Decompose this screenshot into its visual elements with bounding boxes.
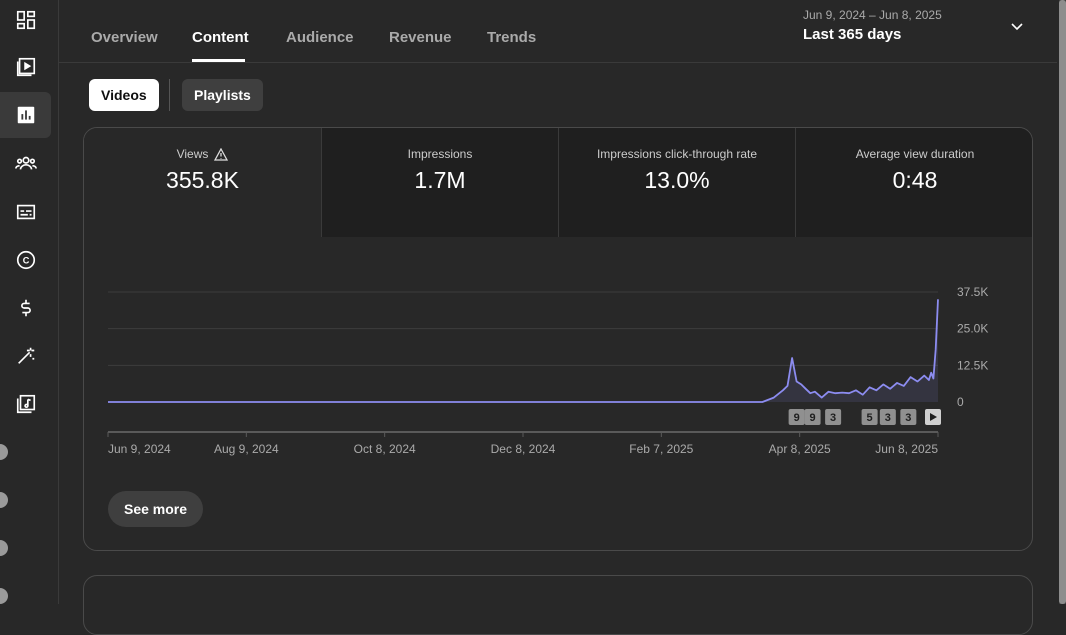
- y-tick-label: 37.5K: [957, 285, 988, 299]
- subtitles-icon[interactable]: [0, 189, 51, 235]
- video-marker-label: 9: [810, 412, 816, 424]
- metric-label: Average view duration: [855, 147, 975, 161]
- warning-icon[interactable]: [214, 147, 229, 161]
- x-tick-label: Aug 9, 2024: [214, 442, 279, 456]
- video-marker-label: 3: [830, 412, 836, 424]
- video-marker: [879, 409, 896, 425]
- tab-content[interactable]: Content: [192, 29, 249, 46]
- metric-ctr[interactable]: Impressions click-through rate 13.0%: [558, 128, 795, 237]
- x-tick-label: Feb 7, 2025: [629, 442, 693, 456]
- series-area: [108, 299, 938, 402]
- tab-audience[interactable]: Audience: [286, 29, 354, 46]
- metric-label: Impressions: [407, 147, 473, 161]
- videos-chip[interactable]: Videos: [89, 79, 159, 111]
- customization-icon[interactable]: [0, 333, 51, 379]
- copyright-icon[interactable]: C: [0, 237, 51, 283]
- metric-label: Impressions click-through rate: [596, 147, 758, 161]
- metric-views[interactable]: Views 355.8K: [84, 128, 321, 237]
- x-tick-label: Jun 9, 2024: [108, 442, 171, 456]
- play-icon: [930, 413, 937, 421]
- channel-dot-icon[interactable]: [0, 444, 8, 460]
- metric-avg-view-duration[interactable]: Average view duration 0:48: [795, 128, 1032, 237]
- playlists-chip[interactable]: Playlists: [182, 79, 263, 111]
- next-card: [83, 575, 1033, 635]
- earn-icon[interactable]: [0, 285, 51, 331]
- analytics-icon[interactable]: [0, 92, 51, 138]
- left-sidebar: C: [0, 0, 59, 604]
- see-more-button[interactable]: See more: [108, 491, 204, 527]
- tab-overview[interactable]: Overview: [91, 29, 158, 46]
- main-content: Overview Content Audience Revenue Trends…: [59, 0, 1059, 635]
- date-range-dates: Jun 9, 2024 – Jun 8, 2025: [803, 8, 942, 22]
- audio-library-icon[interactable]: [0, 381, 51, 427]
- x-tick-label: Apr 8, 2025: [769, 442, 831, 456]
- scrollbar-thumb[interactable]: [1059, 0, 1066, 604]
- date-range-label: Last 365 days: [803, 26, 902, 43]
- video-marker: [825, 409, 842, 425]
- video-marker: [788, 409, 805, 425]
- analytics-tab-bar: Overview Content Audience Revenue Trends…: [59, 0, 1057, 63]
- channel-dot-icon[interactable]: [0, 492, 8, 508]
- y-tick-label: 12.5K: [957, 358, 988, 372]
- series-line: [108, 299, 939, 403]
- video-marker-label: 5: [867, 412, 873, 424]
- channel-dot-icon[interactable]: [0, 540, 8, 556]
- metrics-card: Views 355.8K Impressions 1.7M Impression…: [83, 127, 1033, 551]
- metric-value: 0:48: [892, 167, 938, 193]
- video-marker: [804, 409, 821, 425]
- tab-trends[interactable]: Trends: [487, 29, 537, 46]
- views-line-chart[interactable]: 0 12.5K 25.0K 37.5K Jun 9, 2024 Aug 9, 2024 Oc…: [84, 237, 1033, 477]
- video-marker: [900, 409, 917, 425]
- channel-dot-icon[interactable]: [0, 588, 8, 604]
- metric-value: 355.8K: [166, 167, 239, 193]
- community-icon[interactable]: [0, 140, 51, 186]
- x-tick-label: Oct 8, 2024: [354, 442, 416, 456]
- tab-revenue[interactable]: Revenue: [389, 29, 452, 46]
- y-tick-label: 25.0K: [957, 322, 988, 336]
- svg-text:C: C: [22, 256, 29, 266]
- video-marker-label: 3: [905, 412, 911, 424]
- metric-value: 1.7M: [414, 167, 466, 193]
- metric-impressions[interactable]: Impressions 1.7M: [321, 128, 558, 237]
- video-marker-label: 9: [794, 412, 800, 424]
- y-tick-label: 0: [957, 395, 964, 409]
- x-tick-label: Dec 8, 2024: [491, 442, 556, 456]
- chevron-down-icon[interactable]: [1009, 19, 1025, 35]
- x-tick-label: Jun 8, 2025: [875, 442, 938, 456]
- metric-label: Views: [176, 147, 209, 161]
- content-icon[interactable]: [0, 44, 51, 90]
- dashboard-icon[interactable]: [0, 0, 51, 43]
- chip-divider: [169, 79, 170, 111]
- video-marker-label: 3: [885, 412, 891, 424]
- date-range-selector[interactable]: Jun 9, 2024 – Jun 8, 2025 Last 365 days: [803, 8, 942, 43]
- active-tab-indicator: [192, 59, 245, 62]
- video-marker: [861, 409, 878, 425]
- metric-value: 13.0%: [644, 167, 710, 193]
